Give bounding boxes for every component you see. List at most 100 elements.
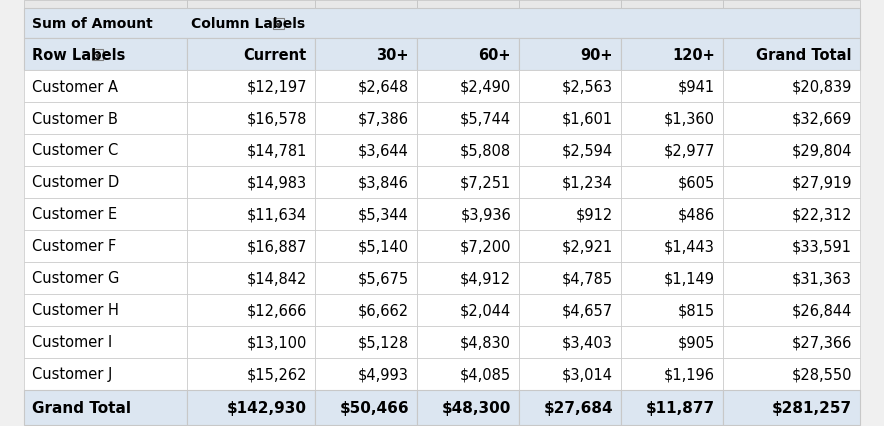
Bar: [621, 294, 723, 326]
Bar: [315, 39, 417, 71]
Bar: [621, 167, 723, 199]
Bar: [417, 199, 519, 230]
FancyBboxPatch shape: [92, 49, 103, 60]
Bar: [24, 294, 187, 326]
Text: $4,830: $4,830: [460, 335, 511, 350]
Bar: [24, 199, 187, 230]
Text: $5,128: $5,128: [358, 335, 409, 350]
Bar: [315, 135, 417, 167]
Text: $3,644: $3,644: [358, 143, 409, 158]
Bar: [187, 326, 315, 358]
Bar: [315, 390, 417, 425]
Text: $1,601: $1,601: [562, 111, 613, 126]
Bar: [315, 103, 417, 135]
Text: $5,140: $5,140: [358, 239, 409, 254]
Bar: [315, 230, 417, 262]
Text: $5,808: $5,808: [460, 143, 511, 158]
Text: Customer I: Customer I: [32, 335, 112, 350]
Bar: [315, 1, 417, 9]
Bar: [519, 39, 621, 71]
Bar: [621, 326, 723, 358]
Bar: [24, 71, 187, 103]
Bar: [519, 294, 621, 326]
Bar: [723, 326, 860, 358]
Bar: [24, 358, 187, 390]
Text: $48,300: $48,300: [442, 400, 511, 415]
Text: $14,781: $14,781: [247, 143, 307, 158]
Bar: [24, 103, 187, 135]
Bar: [315, 167, 417, 199]
Text: $2,490: $2,490: [460, 79, 511, 94]
Bar: [621, 135, 723, 167]
Text: $3,403: $3,403: [562, 335, 613, 350]
Bar: [723, 199, 860, 230]
Bar: [187, 103, 315, 135]
Text: Customer D: Customer D: [32, 175, 119, 190]
Text: ▾: ▾: [95, 50, 100, 60]
Bar: [24, 9, 860, 39]
Bar: [621, 103, 723, 135]
Bar: [24, 1, 187, 9]
Bar: [417, 294, 519, 326]
Bar: [187, 262, 315, 294]
Bar: [621, 262, 723, 294]
Text: $7,386: $7,386: [358, 111, 409, 126]
Bar: [315, 262, 417, 294]
Text: $11,634: $11,634: [247, 207, 307, 222]
Bar: [187, 1, 315, 9]
Text: Customer E: Customer E: [32, 207, 117, 222]
Bar: [723, 135, 860, 167]
Bar: [24, 39, 187, 71]
Text: Customer A: Customer A: [32, 79, 118, 94]
Bar: [187, 39, 315, 71]
Text: Customer B: Customer B: [32, 111, 118, 126]
Text: $1,234: $1,234: [562, 175, 613, 190]
Text: $4,657: $4,657: [562, 303, 613, 318]
Text: $32,669: $32,669: [792, 111, 852, 126]
Bar: [187, 135, 315, 167]
Bar: [519, 1, 621, 9]
Text: $50,466: $50,466: [339, 400, 409, 415]
Text: Sum of Amount: Sum of Amount: [32, 17, 153, 31]
Bar: [621, 390, 723, 425]
Bar: [187, 71, 315, 103]
Bar: [24, 135, 187, 167]
Text: $12,666: $12,666: [247, 303, 307, 318]
Text: $14,983: $14,983: [247, 175, 307, 190]
Bar: [187, 358, 315, 390]
Text: $27,919: $27,919: [791, 175, 852, 190]
Text: $486: $486: [678, 207, 715, 222]
Text: $4,912: $4,912: [460, 271, 511, 286]
Text: $26,844: $26,844: [792, 303, 852, 318]
Text: $4,993: $4,993: [358, 367, 409, 382]
Bar: [417, 326, 519, 358]
Bar: [417, 71, 519, 103]
Bar: [315, 358, 417, 390]
Text: $27,684: $27,684: [544, 400, 613, 415]
Text: Grand Total: Grand Total: [757, 47, 852, 62]
Text: Customer G: Customer G: [32, 271, 119, 286]
Text: $2,563: $2,563: [562, 79, 613, 94]
Bar: [723, 294, 860, 326]
Text: ▾: ▾: [276, 19, 281, 29]
Text: $2,921: $2,921: [561, 239, 613, 254]
Text: $5,675: $5,675: [358, 271, 409, 286]
Text: $1,149: $1,149: [664, 271, 715, 286]
FancyBboxPatch shape: [273, 18, 284, 29]
Bar: [723, 390, 860, 425]
Text: $12,197: $12,197: [247, 79, 307, 94]
Text: $1,443: $1,443: [664, 239, 715, 254]
Bar: [187, 167, 315, 199]
Text: $6,662: $6,662: [358, 303, 409, 318]
Bar: [315, 294, 417, 326]
Text: $4,085: $4,085: [460, 367, 511, 382]
Text: $912: $912: [575, 207, 613, 222]
Text: Current: Current: [244, 47, 307, 62]
Bar: [621, 39, 723, 71]
Bar: [315, 199, 417, 230]
Text: $1,360: $1,360: [664, 111, 715, 126]
Text: $5,344: $5,344: [358, 207, 409, 222]
Bar: [723, 358, 860, 390]
Text: $29,804: $29,804: [791, 143, 852, 158]
Text: $905: $905: [678, 335, 715, 350]
